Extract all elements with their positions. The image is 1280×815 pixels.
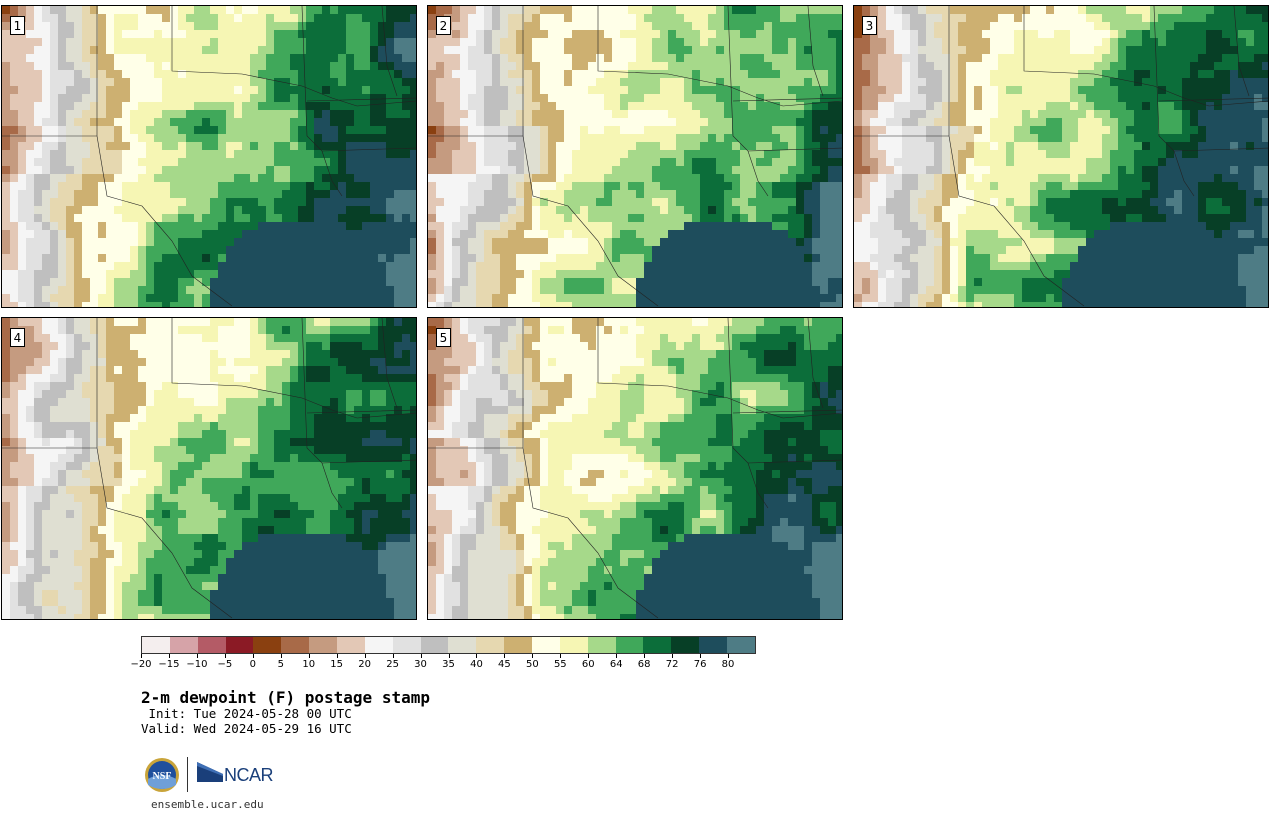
colorbar-tick <box>308 654 310 658</box>
colorbar-swatch <box>309 637 338 653</box>
member-number-label: 3 <box>862 16 877 35</box>
colorbar-swatch <box>281 637 310 653</box>
colorbar-swatch <box>615 637 644 653</box>
colorbar-swatch <box>364 637 393 653</box>
colorbar-tick <box>336 654 338 658</box>
logo-group: NSF NCAR <box>144 757 274 793</box>
valid-time: Valid: Wed 2024-05-29 16 UTC <box>141 721 352 736</box>
ensemble-member-map: 5 <box>427 317 843 620</box>
colorbar-tick <box>420 654 422 658</box>
colorbar-swatch <box>559 637 588 653</box>
colorbar-tick <box>644 654 646 658</box>
logo-divider <box>187 757 188 792</box>
colorbar-tick-label: 25 <box>386 659 399 670</box>
colorbar-tick-label: 60 <box>581 659 595 670</box>
colorbar-tick-label: 80 <box>721 659 735 670</box>
ensemble-member-map: 2 <box>427 5 843 308</box>
colorbar-ticks: −20 −15 −10 −5 0 5 10 15 20 25 30 35 40 45 50 55 60 64 68 7… <box>130 654 756 674</box>
colorbar-swatch <box>448 637 477 653</box>
colorbar-tick <box>560 654 562 658</box>
colorbar-tick-label: 40 <box>470 659 483 670</box>
member-number-label: 5 <box>436 328 451 347</box>
colorbar-tick-label: 72 <box>665 659 679 670</box>
colorbar-tick <box>224 654 226 658</box>
colorbar-swatch <box>504 637 533 653</box>
colorbar-tick <box>588 654 590 658</box>
colorbar-swatch <box>699 637 728 653</box>
colorbar-swatch <box>253 637 282 653</box>
colorbar-tick-label: 20 <box>358 659 371 670</box>
colorbar-tick-label: 35 <box>442 659 455 670</box>
colorbar-tick-label: 0 <box>249 659 256 670</box>
colorbar-tick-label: 10 <box>302 659 316 670</box>
colorbar-tick-label: 15 <box>330 659 344 670</box>
ensemble-member-map: 3 <box>853 5 1269 308</box>
dewpoint-field <box>2 6 416 307</box>
colorbar-tick <box>196 654 198 658</box>
colorbar-swatch <box>392 637 421 653</box>
dewpoint-field <box>428 6 842 307</box>
colorbar <box>141 636 756 654</box>
dewpoint-field <box>428 318 842 619</box>
colorbar-swatch <box>727 637 755 653</box>
nsf-logo: NSF <box>145 758 179 792</box>
colorbar-swatch <box>197 637 226 653</box>
colorbar-tick <box>532 654 534 658</box>
state-borders <box>854 6 1268 307</box>
chart-title: 2-m dewpoint (F) postage stamp <box>141 688 430 707</box>
state-borders <box>428 6 842 307</box>
member-number-label: 1 <box>10 16 25 35</box>
colorbar-tick <box>728 654 730 658</box>
colorbar-swatch <box>142 637 170 653</box>
colorbar-tick <box>364 654 366 658</box>
ncar-wordmark: NCAR <box>224 765 274 785</box>
colorbar-swatch <box>671 637 700 653</box>
dewpoint-field <box>854 6 1268 307</box>
colorbar-swatch <box>476 637 505 653</box>
colorbar-swatch <box>420 637 449 653</box>
colorbar-tick <box>504 654 506 658</box>
colorbar-tick-label: −10 <box>186 659 208 670</box>
colorbar-swatch <box>643 637 672 653</box>
member-number-label: 4 <box>10 328 25 347</box>
colorbar-tick <box>168 654 170 658</box>
colorbar-swatch <box>587 637 616 653</box>
colorbar-tick-label: 45 <box>498 659 511 670</box>
colorbar-tick-label: 68 <box>637 659 651 670</box>
colorbar-tick <box>392 654 394 658</box>
colorbar-tick <box>448 654 450 658</box>
colorbar-tick <box>672 654 674 658</box>
colorbar-tick <box>280 654 282 658</box>
colorbar-tick-label: −20 <box>130 659 152 670</box>
colorbar-tick <box>700 654 702 658</box>
colorbar-tick-label: 64 <box>609 659 623 670</box>
colorbar-swatch <box>337 637 365 653</box>
member-number-label: 2 <box>436 16 451 35</box>
ensemble-member-map: 4 <box>1 317 417 620</box>
colorbar-tick-label: 50 <box>525 659 539 670</box>
colorbar-tick-label: 76 <box>693 659 707 670</box>
dewpoint-field <box>2 318 416 619</box>
colorbar-tick-label: 30 <box>414 659 427 670</box>
colorbar-swatch <box>225 637 254 653</box>
colorbar-tick-label: 55 <box>553 659 567 670</box>
colorbar-tick-label: −15 <box>158 659 180 670</box>
colorbar-swatch <box>532 637 560 653</box>
state-borders <box>428 318 842 619</box>
colorbar-tick-label: 5 <box>277 659 284 670</box>
colorbar-tick-label: −5 <box>217 659 233 670</box>
colorbar-tick <box>252 654 254 658</box>
colorbar-tick <box>476 654 478 658</box>
colorbar-swatch <box>169 637 198 653</box>
colorbar-tick <box>141 654 142 658</box>
state-borders <box>2 6 416 307</box>
ensemble-member-map: 1 <box>1 5 417 308</box>
colorbar-tick <box>616 654 618 658</box>
ncar-logo-mark <box>197 762 223 782</box>
state-borders <box>2 318 416 619</box>
footer-url: ensemble.ucar.edu <box>151 798 264 811</box>
init-time: Init: Tue 2024-05-28 00 UTC <box>141 706 352 721</box>
